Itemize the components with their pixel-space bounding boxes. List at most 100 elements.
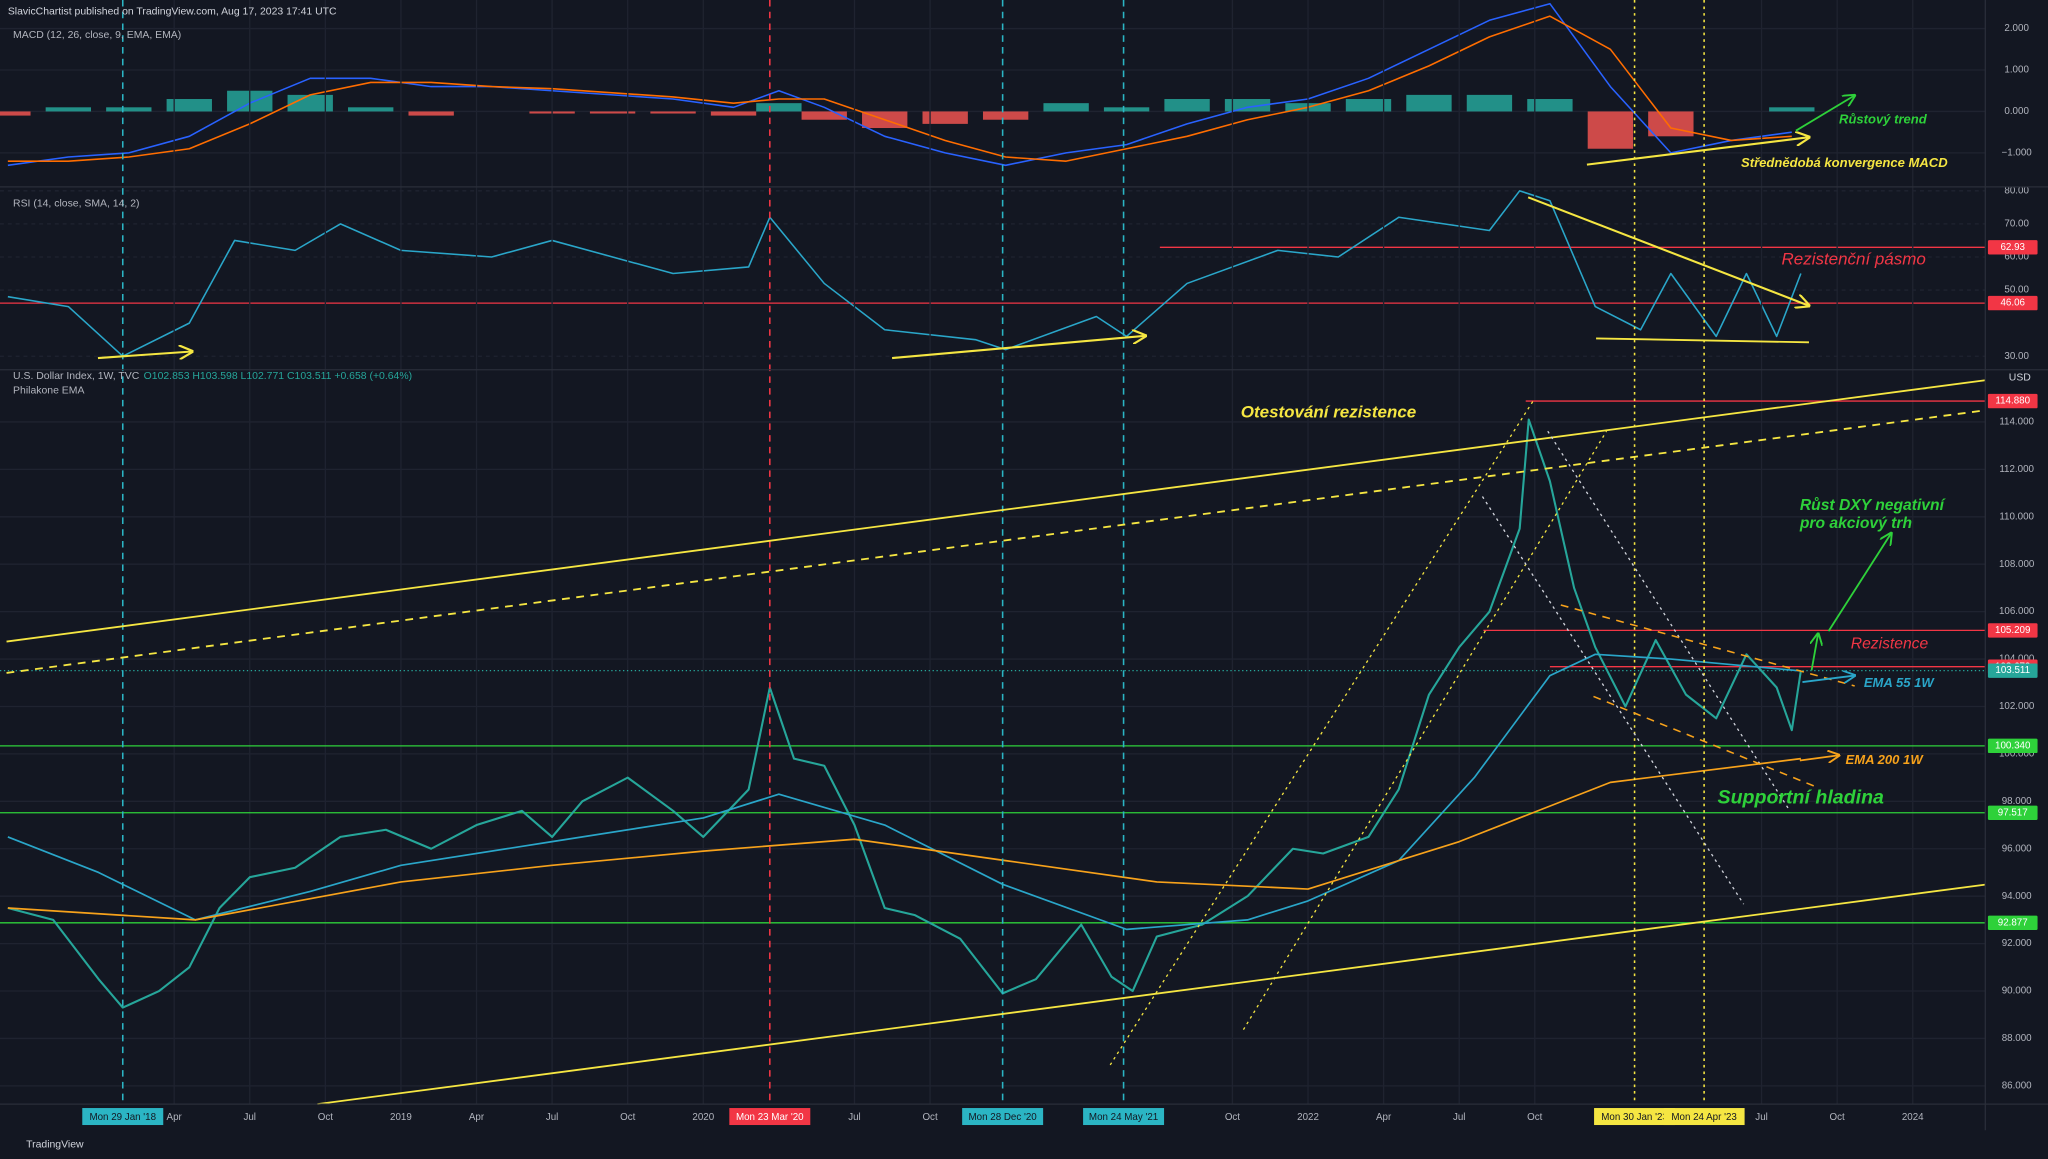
arrow — [1586, 137, 1809, 166]
y-tick-label: 100.000 — [1999, 748, 2035, 759]
annotation: Supportní hladina — [1718, 787, 1884, 809]
axis: 80.00 70.00 60.00 50.00 30.00 62.93 46.06 — [1987, 185, 2038, 362]
level-label: 92.877 — [1998, 917, 2028, 928]
x-tick-label: Oct — [1225, 1112, 1240, 1123]
trend-line — [6, 409, 1986, 674]
y-tick-label: 60.00 — [2004, 252, 2029, 263]
y-tick-label: 98.000 — [2002, 796, 2032, 807]
channel-line — [1109, 398, 1536, 1066]
trend-line — [6, 379, 1986, 643]
x-tick-label: Jul — [243, 1112, 256, 1123]
level-label: 100.340 — [1995, 740, 2031, 751]
y-tick-label: 86.000 — [2002, 1080, 2032, 1091]
histogram-bar — [1164, 99, 1210, 112]
annotation: Růst DXY negativní — [1800, 496, 1947, 514]
y-tick-label: 96.000 — [2002, 843, 2032, 854]
drawings — [0, 0, 2048, 1131]
y-tick-label: 94.000 — [2002, 891, 2032, 902]
x-tick-label: Jul — [1755, 1112, 1768, 1123]
annotation: Střednědobá konvergence MACD — [1741, 155, 1948, 170]
time-marker-box — [1594, 1108, 1676, 1126]
histogram-bar — [756, 103, 802, 112]
time-marker-box — [1083, 1108, 1165, 1126]
y-tick-label: 50.00 — [2004, 285, 2029, 296]
channel-line — [1481, 496, 1745, 905]
series-line — [7, 757, 1801, 921]
level-label: 105.209 — [1995, 625, 2030, 636]
y-tick-label: 114.000 — [1999, 417, 2034, 428]
histogram-bar — [166, 99, 212, 112]
histogram-bar — [922, 111, 968, 124]
texts: SlavicChartist published on TradingView.… — [8, 7, 2031, 1151]
histogram-bar — [650, 111, 696, 114]
arrow — [1802, 676, 1854, 683]
histogram-bar — [287, 94, 333, 112]
grid — [0, 190, 1986, 357]
ohlc: O102.853 H103.598 L102.771 C103.511 +0.6… — [144, 371, 412, 382]
level-box — [1987, 738, 2038, 754]
y-tick-label: 112.000 — [1999, 464, 2034, 475]
channel-line — [1593, 695, 1816, 788]
axis: 86.000 88.000 90.000 92.000 94.000 96.000 98.0… — [82, 393, 2038, 1126]
x-tick-label: Jul — [848, 1112, 861, 1123]
channel-line — [1242, 430, 1608, 1030]
histogram-bar — [348, 107, 394, 112]
histogram-bar — [1648, 111, 1694, 137]
histogram-bar — [1466, 94, 1513, 112]
arrow — [97, 351, 192, 358]
histogram-bar — [1043, 103, 1089, 112]
histogram-bar — [1345, 99, 1392, 112]
x-tick-label: 2020 — [692, 1112, 714, 1123]
y-tick-label: 70.00 — [2004, 218, 2029, 229]
level-box — [1987, 295, 2038, 311]
annotation: pro akciový trh — [1799, 515, 1912, 532]
level-box — [1987, 663, 2038, 678]
y-tick-label: 30.00 — [2004, 351, 2029, 362]
time-marker-box — [729, 1108, 811, 1126]
x-tick-label: Oct — [1830, 1112, 1845, 1123]
axis: 2.000 1.000 0.000 −1.000 — [2002, 23, 2033, 158]
trend-line — [1596, 337, 1809, 344]
time-marker-label: Mon 24 Apr '23 — [1671, 1112, 1737, 1123]
time-marker-label: Mon 30 Jan '23 — [1601, 1112, 1668, 1123]
x-tick-label: Oct — [922, 1112, 937, 1123]
time-marker-label: Mon 29 Jan '18 — [89, 1112, 156, 1123]
time-marker-box — [1663, 1108, 1745, 1126]
y-tick-label: 2.000 — [2004, 23, 2029, 34]
y-tick-label: 90.000 — [2002, 986, 2032, 997]
histogram-bar — [710, 111, 757, 116]
y-tick-label: 104.000 — [1999, 654, 2035, 665]
currency: USD — [2009, 372, 2031, 383]
histogram-bar — [106, 107, 152, 112]
histogram-bar — [1527, 99, 1573, 112]
x-tick-label: Apr — [1376, 1112, 1392, 1123]
histogram-bar — [1406, 94, 1452, 112]
x-tick-label: 2024 — [1902, 1112, 1924, 1123]
time-marker-box — [82, 1108, 164, 1126]
y-tick-label: 110.000 — [1999, 511, 2034, 522]
series-line — [7, 15, 1792, 162]
level-box — [1987, 805, 2038, 820]
y-tick-label: 108.000 — [1999, 559, 2035, 570]
histogram-bar — [982, 111, 1029, 120]
y-tick-label: 0.000 — [2004, 106, 2029, 117]
arrow — [1795, 95, 1855, 132]
x-tick-label: Oct — [318, 1112, 333, 1123]
channel-line — [1547, 430, 1790, 811]
pane-title: RSI (14, close, SMA, 14, 2) — [13, 199, 139, 210]
y-tick-label: 1.000 — [2004, 65, 2029, 76]
legend-entry: EMA 55 1W — [1864, 675, 1936, 690]
arrow — [1527, 196, 1809, 305]
pane-title: U.S. Dollar Index, 1W, TVC — [13, 371, 140, 382]
pane — [0, 190, 1986, 358]
histogram-bar — [801, 111, 847, 120]
level-box — [1987, 393, 2038, 409]
level-box — [1987, 915, 2038, 930]
annotation: Růstový trend — [1839, 112, 1928, 127]
y-tick-label: 88.000 — [2002, 1033, 2032, 1044]
time-marker-label: Mon 23 Mar '20 — [736, 1112, 804, 1123]
pane-title: MACD (12, 26, close, 9, EMA, EMA) — [13, 30, 181, 41]
x-tick-label: 2019 — [390, 1112, 412, 1123]
annotation: Otestování rezistence — [1241, 402, 1416, 421]
